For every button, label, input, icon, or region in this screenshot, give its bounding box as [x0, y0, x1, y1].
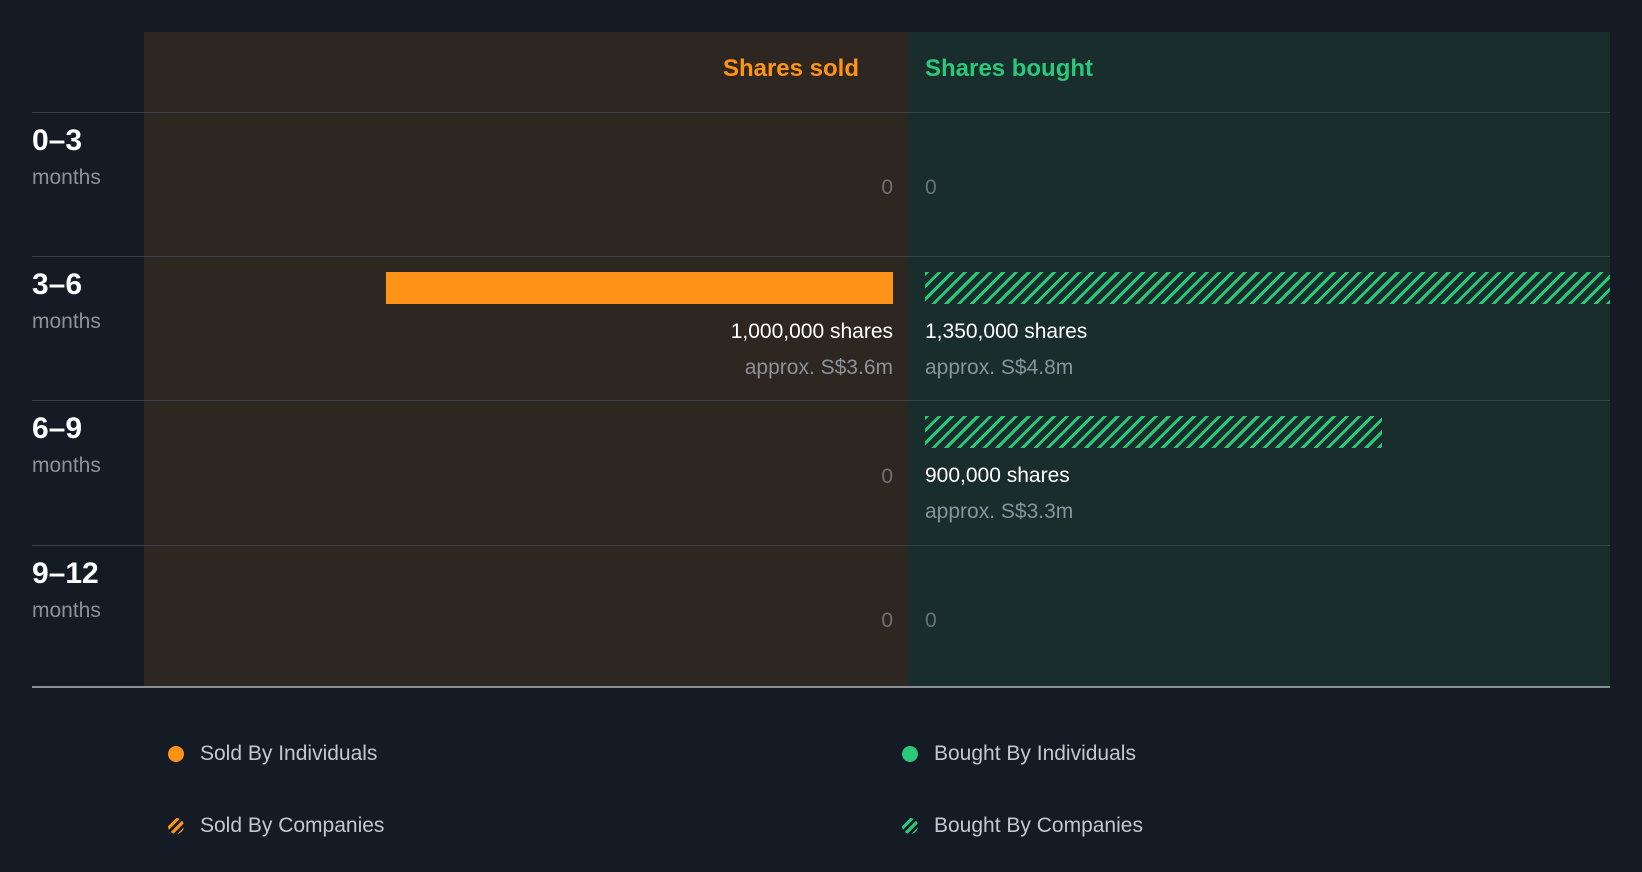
bought-value-label: approx. S$4.8m — [925, 356, 1074, 379]
legend-bought-by-companies: Bought By Companies — [902, 814, 1143, 838]
bought-zero-label: 0 — [925, 176, 937, 199]
period-unit: months — [32, 310, 101, 333]
green-dot-icon — [902, 746, 918, 762]
sold-value-label: approx. S$3.6m — [744, 356, 893, 379]
period-9-12: 9–12 months — [32, 557, 101, 623]
orange-hatched-dot-icon — [168, 818, 184, 834]
legend-sold-by-individuals: Sold By Individuals — [168, 742, 377, 766]
legend-bought-by-individuals: Bought By Individuals — [902, 742, 1136, 766]
period-unit: months — [32, 166, 101, 189]
row-divider — [32, 112, 1610, 113]
period-0-3: 0–3 months — [32, 124, 101, 190]
period-range: 6–9 — [32, 412, 83, 445]
legend-label: Bought By Companies — [934, 814, 1143, 837]
period-unit: months — [32, 454, 101, 477]
legend-sold-by-companies: Sold By Companies — [168, 814, 384, 838]
legend-label: Sold By Individuals — [200, 742, 378, 765]
period-3-6: 3–6 months — [32, 268, 101, 334]
period-6-9: 6–9 months — [32, 412, 101, 478]
green-hatched-dot-icon — [902, 818, 918, 834]
bought-by-companies-bar — [925, 272, 1610, 304]
bought-by-companies-bar — [925, 416, 1382, 448]
row-divider — [32, 256, 1610, 257]
sold-zero-label: 0 — [881, 609, 893, 632]
shares-sold-header: Shares sold — [722, 55, 859, 82]
period-range: 3–6 — [32, 268, 83, 301]
period-range: 9–12 — [32, 557, 99, 590]
sold-panel-background — [144, 32, 908, 687]
bought-zero-label: 0 — [925, 609, 937, 632]
bought-shares-label: 1,350,000 shares — [925, 320, 1088, 343]
bought-panel-background — [908, 32, 1610, 687]
bought-value-label: approx. S$3.3m — [925, 500, 1074, 523]
bought-shares-label: 900,000 shares — [925, 464, 1070, 487]
period-range: 0–3 — [32, 124, 83, 157]
row-divider — [32, 400, 1610, 401]
sold-zero-label: 0 — [881, 176, 893, 199]
sold-shares-label: 1,000,000 shares — [730, 320, 893, 343]
chart-baseline — [32, 686, 1610, 688]
legend-label: Bought By Individuals — [934, 742, 1136, 765]
period-unit: months — [32, 599, 101, 622]
sold-by-individuals-bar — [385, 272, 893, 304]
insider-trading-chart: Shares sold Shares bought 0–3 months 3–6… — [32, 32, 1610, 688]
shares-bought-header: Shares bought — [925, 55, 1094, 82]
row-divider — [32, 545, 1610, 546]
legend-label: Sold By Companies — [200, 814, 385, 837]
sold-zero-label: 0 — [881, 465, 893, 488]
orange-dot-icon — [168, 746, 184, 762]
